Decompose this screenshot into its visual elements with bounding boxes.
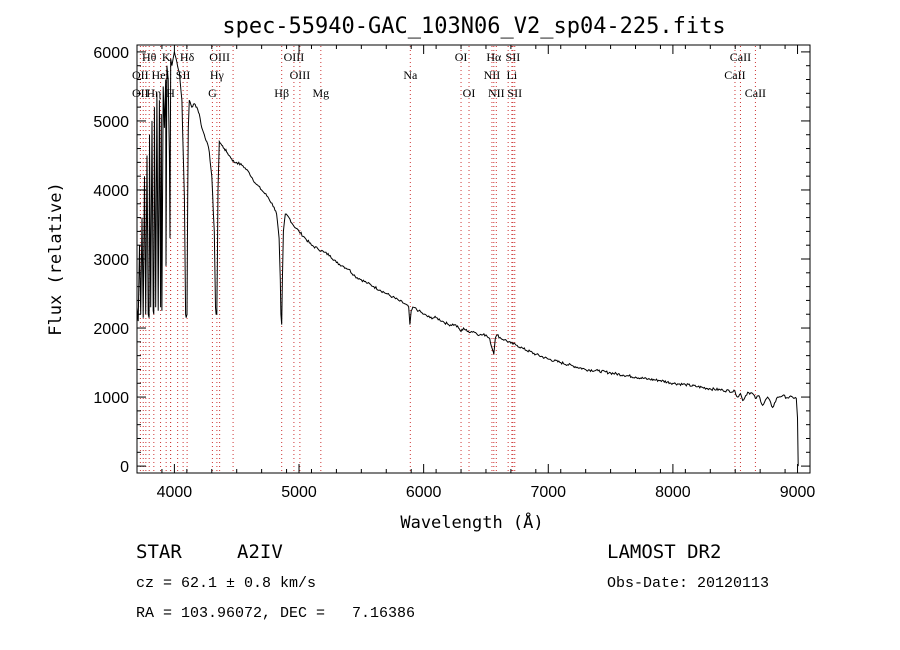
line-marker-label: HeI: [152, 68, 170, 82]
y-axis-label: Flux (relative): [46, 182, 66, 336]
line-marker-label: OIII: [290, 68, 311, 82]
line-marker-label: Hθ: [142, 50, 157, 64]
x-tick-label: 6000: [406, 484, 442, 501]
line-marker-label: Mg: [312, 86, 329, 100]
line-marker-label: K: [162, 50, 171, 64]
line-marker-label: Hδ: [180, 50, 195, 64]
line-marker-label: OIII: [284, 50, 305, 64]
x-tick-label: 8000: [655, 484, 691, 501]
line-marker-label: OII: [132, 68, 149, 82]
line-marker-label: Na: [403, 68, 418, 82]
line-marker-label: Hγ: [210, 68, 225, 82]
coordinates-readout: RA = 103.96072, DEC = 7.16386: [136, 605, 416, 622]
line-marker-label: G: [208, 86, 217, 100]
observation-date: Obs-Date: 20120113: [607, 575, 770, 592]
object-class: STAR: [136, 541, 182, 563]
x-tick-label: 5000: [281, 484, 317, 501]
y-tick-label: 2000: [93, 321, 129, 338]
line-marker-label: SII: [506, 50, 521, 64]
x-tick-label: 9000: [780, 484, 816, 501]
y-tick-label: 3000: [93, 252, 129, 269]
x-tick-label: 4000: [157, 484, 193, 501]
object-subclass: A2IV: [237, 541, 283, 563]
spectral-line-markers: [139, 46, 756, 472]
plot-frame: [136, 44, 811, 474]
line-marker-label: Hβ: [274, 86, 289, 100]
y-tick-label: 0: [120, 459, 129, 476]
redshift-readout: cz = 62.1 ± 0.8 km/s: [136, 575, 317, 592]
x-tick-label: 7000: [530, 484, 566, 501]
line-marker-label: Hη: [146, 86, 161, 100]
line-marker-label: Hα: [486, 50, 502, 64]
y-tick-label: 6000: [93, 45, 129, 62]
line-marker-label: CaII: [730, 50, 751, 64]
line-marker-label: OI: [455, 50, 468, 64]
y-tick-label: 4000: [93, 183, 129, 200]
y-tick-label: 5000: [93, 114, 129, 131]
chart-title: spec-55940-GAC_103N06_V2_sp04-225.fits: [222, 14, 725, 39]
spectral-line-labels: Hθ K Hδ OIII OIII OI Hα SII CaII OII HeI SII Hγ OIII N…: [132, 50, 766, 100]
axis-ticks: 4000 5000 6000 7000 8000 9000 0 1000 2000 3000 400…: [93, 45, 815, 501]
spectrum-chart: spec-55940-GAC_103N06_V2_sp04-225.fits H…: [46, 14, 815, 533]
spectrum-series-line: [136, 51, 799, 467]
line-marker-label: CaII: [724, 68, 745, 82]
line-marker-label: OIII: [209, 50, 230, 64]
line-marker-label: SII: [507, 86, 522, 100]
line-marker-label: SII: [176, 68, 191, 82]
line-marker-label: OI: [463, 86, 476, 100]
line-marker-label: NII: [488, 86, 505, 100]
y-tick-label: 1000: [93, 390, 129, 407]
x-axis-label: Wavelength (Å): [400, 511, 543, 533]
line-marker-label: Li: [507, 68, 518, 82]
line-marker-label: CaII: [745, 86, 766, 100]
survey-name: LAMOST DR2: [607, 541, 722, 563]
line-marker-label: NII: [484, 68, 501, 82]
